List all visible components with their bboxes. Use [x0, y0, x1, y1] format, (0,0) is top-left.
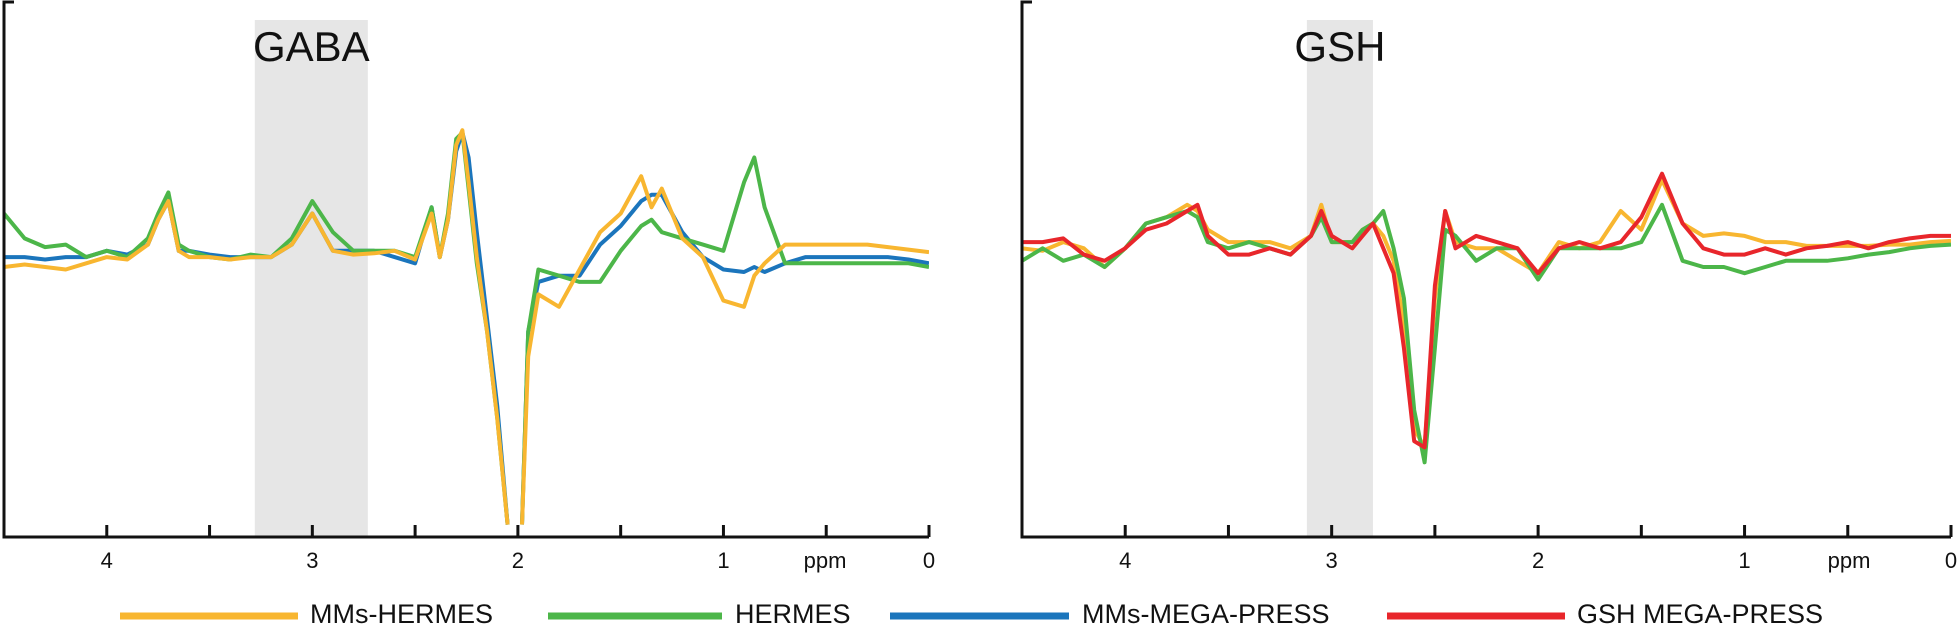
x-tick-label: 0 — [923, 548, 935, 573]
x-tick-label: 2 — [1532, 548, 1544, 573]
legend-label: MMs-MEGA-PRESS — [1082, 599, 1330, 629]
x-tick-label: 2 — [512, 548, 524, 573]
spectrum-line — [4, 130, 929, 525]
spectrum-line — [1022, 171, 1951, 450]
annotation: GSH — [1294, 23, 1385, 70]
x-tick-label: 4 — [101, 548, 113, 573]
x-tick-label: 1 — [717, 548, 729, 573]
spectrum-line — [4, 130, 929, 525]
x-axis-label: ppm — [804, 548, 847, 573]
legend: MMs-HERMES HERMES MMs-MEGA-PRESS GSH MEG… — [120, 599, 1823, 629]
legend-label: MMs-HERMES — [310, 599, 493, 629]
highlight-band — [254, 20, 368, 537]
highlight-band — [1306, 20, 1373, 537]
chart: GABA 4 3 2 1 0 ppm — [2, 0, 935, 573]
x-axis-label: ppm — [1828, 548, 1871, 573]
x-tick-label: 0 — [1945, 548, 1957, 573]
x-tick-label: 1 — [1738, 548, 1750, 573]
legend-label: HERMES — [735, 599, 851, 629]
annotation: GABA — [253, 23, 370, 70]
axis-line — [1020, 0, 1951, 539]
series-group — [1022, 171, 1951, 465]
axis-line — [2, 0, 929, 539]
series-group — [4, 128, 929, 525]
spectrum-line — [4, 128, 929, 525]
x-tick-label: 3 — [306, 548, 318, 573]
x-tick-label: 3 — [1326, 548, 1338, 573]
x-tick-label: 4 — [1119, 548, 1131, 573]
spectrum-line — [1022, 202, 1951, 465]
legend-label: GSH MEGA-PRESS — [1577, 599, 1823, 629]
chart: GSH 4 3 2 1 0 ppm — [1020, 0, 1957, 573]
